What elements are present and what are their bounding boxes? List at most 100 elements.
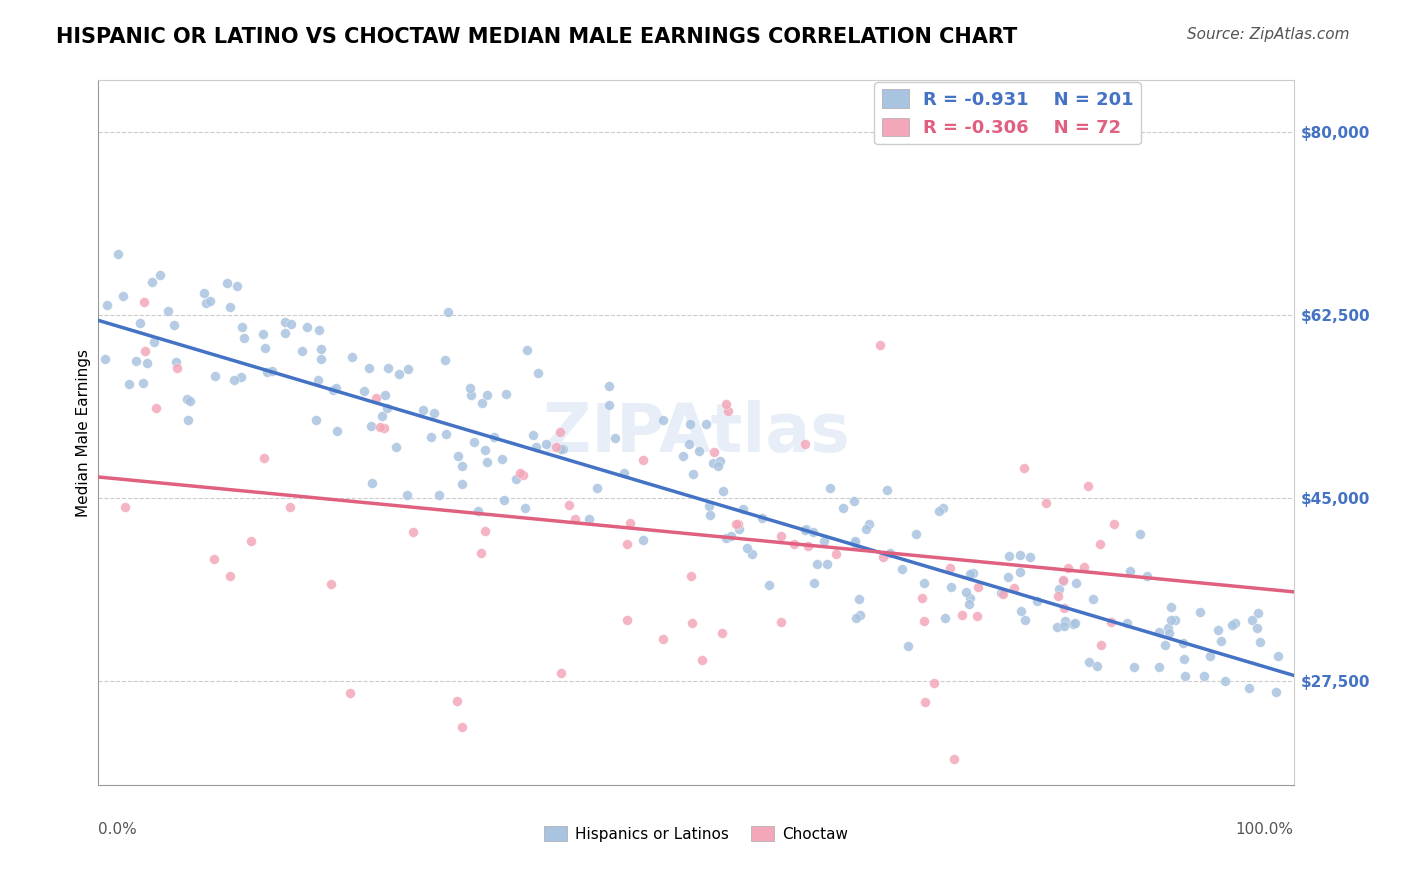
Point bbox=[491, 452, 513, 467]
Point bbox=[1246, 621, 1268, 635]
Point bbox=[845, 611, 868, 625]
Point bbox=[322, 383, 344, 397]
Point bbox=[176, 413, 198, 427]
Point bbox=[134, 294, 156, 309]
Point bbox=[741, 547, 763, 561]
Point bbox=[165, 355, 187, 369]
Point bbox=[1213, 673, 1236, 688]
Point bbox=[815, 557, 838, 571]
Point bbox=[1025, 593, 1047, 607]
Point bbox=[769, 528, 792, 542]
Point bbox=[1077, 479, 1099, 493]
Point bbox=[727, 516, 749, 531]
Point bbox=[818, 481, 841, 495]
Point bbox=[1163, 613, 1185, 627]
Point bbox=[231, 369, 253, 384]
Text: ZIPAtlas: ZIPAtlas bbox=[543, 400, 849, 466]
Point bbox=[1053, 600, 1076, 615]
Point bbox=[360, 419, 382, 434]
Point bbox=[769, 615, 792, 629]
Point bbox=[319, 577, 342, 591]
Point bbox=[1189, 605, 1212, 619]
Point bbox=[274, 326, 297, 340]
Point bbox=[505, 472, 527, 486]
Point bbox=[1147, 660, 1170, 674]
Point bbox=[1019, 549, 1042, 564]
Point bbox=[1119, 564, 1142, 578]
Point bbox=[477, 388, 499, 402]
Point bbox=[423, 406, 446, 420]
Point bbox=[467, 504, 489, 518]
Point bbox=[458, 381, 481, 395]
Point bbox=[134, 344, 156, 359]
Point bbox=[714, 531, 737, 545]
Point bbox=[678, 437, 700, 451]
Point bbox=[548, 425, 571, 439]
Point bbox=[470, 546, 492, 560]
Point bbox=[474, 524, 496, 538]
Point bbox=[962, 566, 984, 580]
Point bbox=[633, 533, 655, 547]
Point bbox=[436, 426, 458, 441]
Point bbox=[991, 587, 1014, 601]
Point bbox=[1160, 600, 1182, 615]
Point bbox=[1077, 655, 1099, 669]
Point bbox=[451, 459, 474, 474]
Point bbox=[1237, 681, 1260, 695]
Point bbox=[914, 695, 936, 709]
Point bbox=[682, 467, 704, 482]
Point bbox=[1241, 614, 1264, 628]
Point bbox=[783, 537, 806, 551]
Point bbox=[724, 516, 747, 531]
Point bbox=[751, 510, 773, 524]
Point bbox=[198, 294, 221, 309]
Point bbox=[231, 319, 253, 334]
Point bbox=[598, 378, 620, 392]
Point bbox=[727, 522, 749, 536]
Point bbox=[482, 430, 505, 444]
Y-axis label: Median Male Earnings: Median Male Earnings bbox=[76, 349, 91, 516]
Point bbox=[516, 343, 538, 357]
Point bbox=[586, 482, 609, 496]
Point bbox=[325, 381, 347, 395]
Point bbox=[260, 364, 283, 378]
Point bbox=[1073, 559, 1095, 574]
Point bbox=[385, 440, 408, 454]
Point bbox=[932, 500, 955, 515]
Point bbox=[959, 566, 981, 581]
Point bbox=[858, 517, 880, 532]
Point bbox=[1192, 669, 1215, 683]
Point bbox=[305, 413, 328, 427]
Point bbox=[420, 430, 443, 444]
Point bbox=[681, 569, 703, 583]
Point bbox=[842, 494, 865, 508]
Point bbox=[145, 401, 167, 416]
Point bbox=[1116, 615, 1139, 630]
Point bbox=[966, 608, 988, 623]
Point bbox=[717, 404, 740, 418]
Point bbox=[142, 335, 165, 350]
Text: 100.0%: 100.0% bbox=[1236, 822, 1294, 838]
Point bbox=[1249, 634, 1271, 648]
Point bbox=[373, 420, 395, 434]
Point bbox=[793, 524, 815, 538]
Point bbox=[96, 298, 118, 312]
Point bbox=[527, 366, 550, 380]
Point bbox=[710, 626, 733, 640]
Point bbox=[1035, 496, 1057, 510]
Point bbox=[1047, 582, 1070, 596]
Point bbox=[616, 614, 638, 628]
Point bbox=[550, 665, 572, 680]
Point bbox=[1267, 649, 1289, 664]
Point bbox=[1160, 613, 1182, 627]
Point bbox=[274, 315, 297, 329]
Point bbox=[1083, 591, 1105, 606]
Point bbox=[934, 611, 956, 625]
Point bbox=[219, 300, 242, 314]
Point bbox=[872, 549, 894, 564]
Point bbox=[905, 527, 928, 541]
Point bbox=[631, 452, 654, 467]
Text: 0.0%: 0.0% bbox=[98, 822, 138, 838]
Point bbox=[1136, 569, 1159, 583]
Point bbox=[942, 752, 965, 766]
